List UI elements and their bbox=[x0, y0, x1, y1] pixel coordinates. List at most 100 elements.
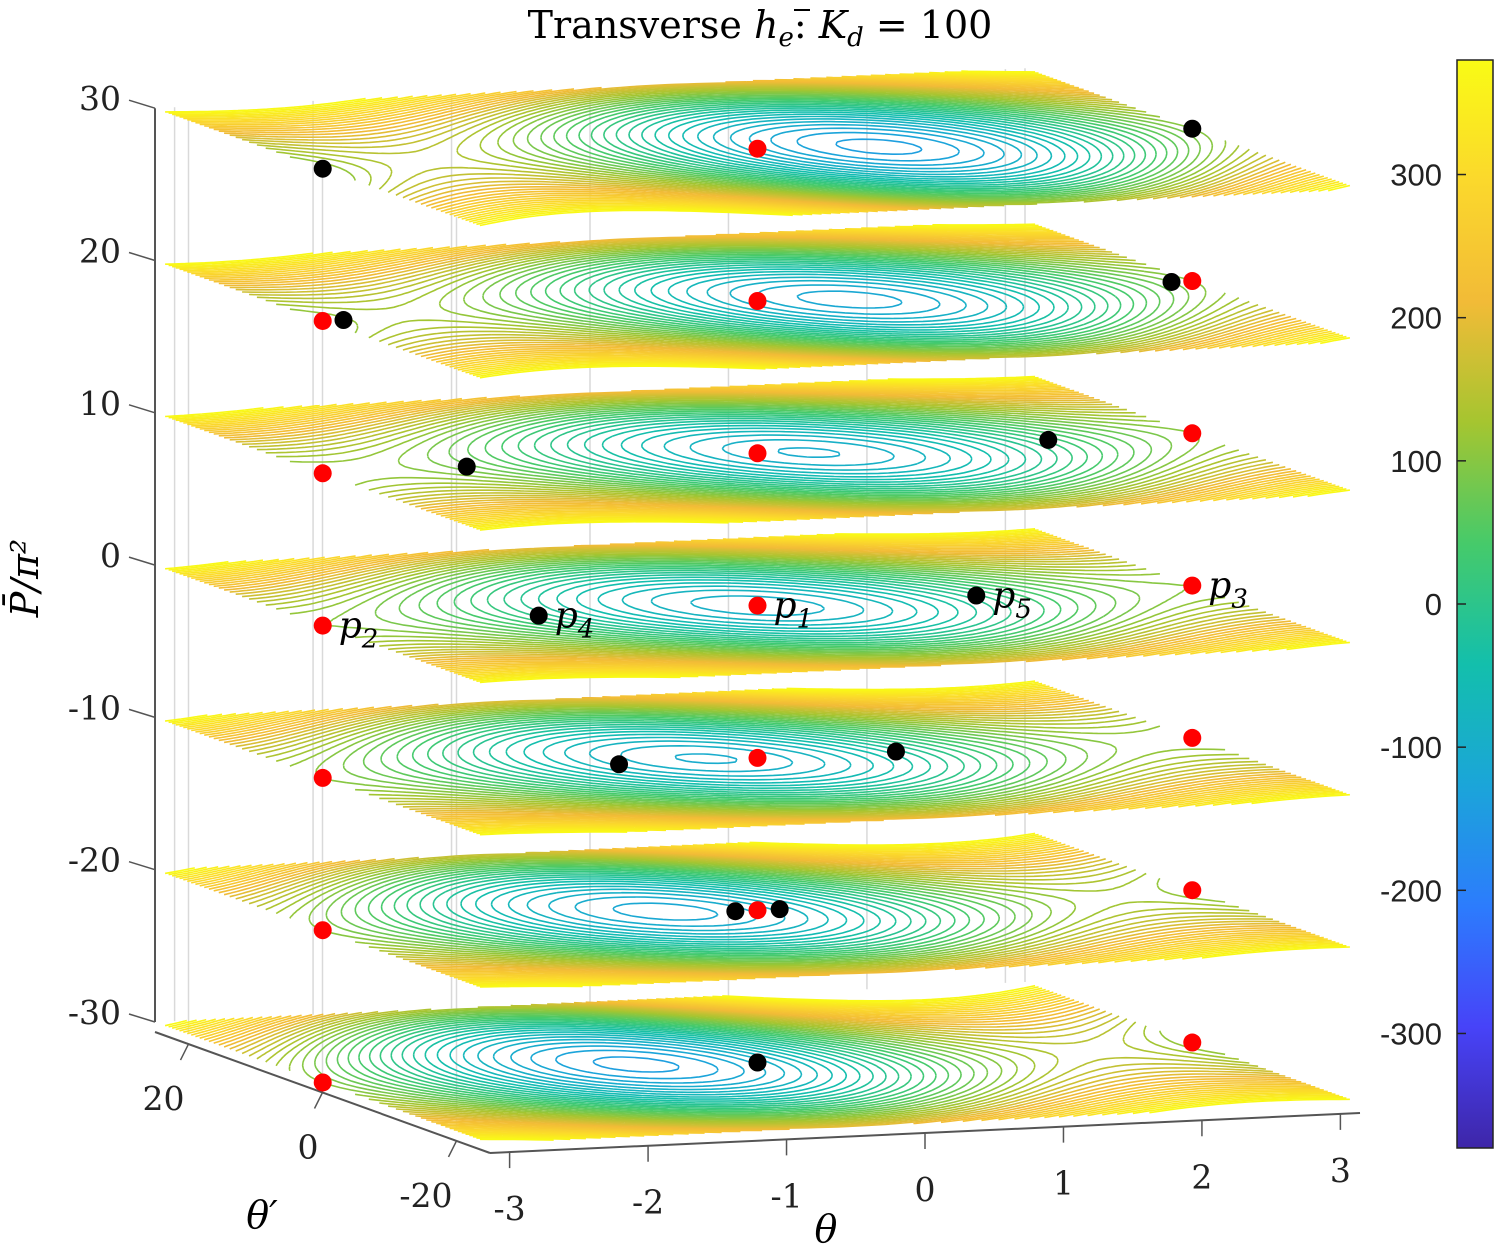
contour-line bbox=[172, 225, 1344, 377]
contour-line bbox=[204, 231, 1311, 365]
contour-line bbox=[467, 407, 1135, 499]
contour-line bbox=[229, 545, 1286, 666]
contour-line bbox=[390, 1021, 900, 1108]
contour-line bbox=[275, 856, 1239, 967]
contour-line bbox=[276, 89, 1240, 204]
contour-slice bbox=[164, 984, 1350, 1141]
contour-line bbox=[706, 276, 989, 323]
contour-line bbox=[172, 71, 1344, 224]
stable-point-red bbox=[313, 464, 332, 483]
y-axis-label: θ′ bbox=[246, 1193, 278, 1237]
contour-line bbox=[835, 138, 923, 155]
contour-line bbox=[472, 723, 949, 794]
contour-line bbox=[575, 579, 940, 633]
contour-line bbox=[164, 832, 1350, 988]
contour-line bbox=[436, 562, 1079, 649]
contour-line bbox=[396, 714, 1031, 803]
contour-line bbox=[229, 237, 1286, 362]
contour-line bbox=[542, 733, 874, 784]
x-tick-label: -3 bbox=[494, 1189, 526, 1228]
contour-line bbox=[358, 1016, 937, 1113]
contour-line bbox=[171, 682, 1343, 833]
contour-line bbox=[256, 86, 1259, 207]
contour-line bbox=[179, 380, 1336, 526]
contour-line bbox=[171, 987, 1343, 1140]
contour-slice bbox=[165, 70, 1351, 227]
contour-line bbox=[242, 394, 1274, 511]
contour-line bbox=[218, 389, 1297, 516]
y-tick-mark bbox=[313, 1092, 324, 1109]
contour-line bbox=[520, 571, 995, 640]
contour-line bbox=[588, 260, 1096, 339]
contour-line bbox=[603, 102, 1136, 192]
contour-line bbox=[203, 999, 1311, 1134]
contour-line bbox=[397, 402, 1201, 503]
stable-point-red bbox=[748, 901, 767, 920]
contour-line bbox=[183, 686, 1332, 829]
contour-line bbox=[615, 103, 1125, 190]
contour-line bbox=[612, 902, 719, 921]
contour-line bbox=[223, 697, 1291, 821]
contour-line bbox=[566, 417, 1043, 488]
contour-line bbox=[729, 279, 967, 320]
contour-line bbox=[796, 131, 961, 162]
contour-line bbox=[686, 273, 1008, 326]
contour-line bbox=[601, 422, 1010, 483]
contour-line bbox=[796, 290, 903, 309]
z-tick-mark bbox=[128, 404, 156, 414]
contour-line bbox=[171, 835, 1343, 986]
contour-line bbox=[241, 1003, 1273, 1127]
contour-line bbox=[289, 707, 1226, 811]
contour-line bbox=[777, 447, 841, 458]
contour-line bbox=[650, 268, 1040, 331]
y-tick-label: 20 bbox=[143, 1079, 185, 1118]
contour-line bbox=[682, 113, 1066, 180]
contour-line bbox=[712, 118, 1038, 176]
contour-line bbox=[213, 78, 1302, 211]
contour-line bbox=[419, 872, 927, 952]
contour-line bbox=[620, 745, 794, 773]
contour-line bbox=[340, 862, 1016, 961]
contour-line bbox=[523, 730, 895, 787]
contour-line bbox=[393, 868, 956, 955]
contour-line bbox=[265, 398, 1250, 507]
z-tick-mark bbox=[128, 99, 156, 109]
saddle-point-black bbox=[886, 742, 905, 761]
contour-line bbox=[213, 695, 1302, 823]
stable-point-red bbox=[313, 616, 332, 635]
x-axis-label: θ bbox=[815, 1207, 838, 1251]
contour-line bbox=[195, 538, 1320, 673]
contour-line bbox=[674, 753, 738, 765]
contour-line bbox=[183, 382, 1332, 525]
contour-line bbox=[204, 693, 1311, 825]
saddle-point-black bbox=[1183, 119, 1202, 138]
contour-line bbox=[187, 228, 1328, 371]
contour-line bbox=[289, 858, 1226, 966]
stable-point-red bbox=[1183, 272, 1202, 291]
contour-line bbox=[573, 258, 1109, 341]
contour-line bbox=[559, 256, 1122, 343]
contour-line bbox=[276, 244, 1240, 355]
z-tick-label: -30 bbox=[68, 993, 121, 1032]
contour-line bbox=[165, 528, 1350, 684]
x-tick-label: 3 bbox=[1330, 1151, 1351, 1190]
contour-slice bbox=[164, 832, 1350, 988]
contour-line bbox=[179, 837, 1336, 984]
contour-line bbox=[517, 412, 1088, 494]
stable-point-red bbox=[313, 921, 332, 940]
contour-line bbox=[512, 91, 1214, 202]
contour-line bbox=[175, 988, 1340, 1139]
saddle-point-black bbox=[967, 586, 986, 605]
saddle-point-black bbox=[610, 755, 629, 774]
saddle-point-black bbox=[313, 159, 332, 178]
contour-line bbox=[224, 81, 1292, 210]
contour-line bbox=[235, 699, 1280, 818]
stable-point-red bbox=[748, 444, 767, 463]
contour-line bbox=[618, 264, 1069, 336]
contour-line bbox=[641, 107, 1103, 186]
contour-line bbox=[179, 990, 1336, 1138]
contour-line bbox=[195, 995, 1320, 1136]
stable-point-red bbox=[748, 748, 767, 767]
contour-line bbox=[187, 840, 1328, 983]
